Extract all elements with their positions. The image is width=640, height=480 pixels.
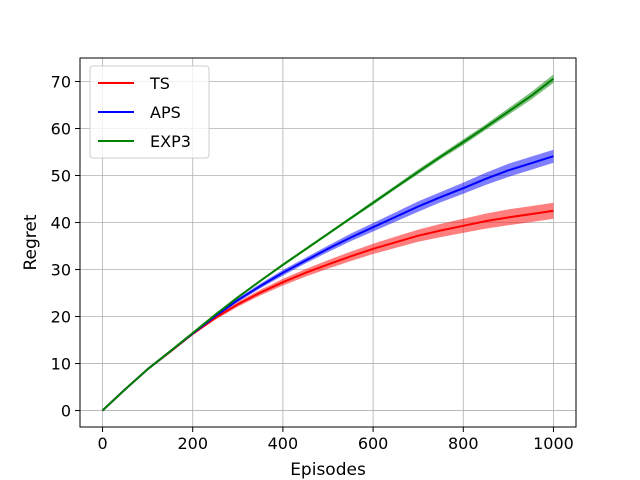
x-tick-label: 1000 xyxy=(533,434,574,453)
legend: TS APS EXP3 xyxy=(90,66,209,158)
y-tick-label: 10 xyxy=(51,355,71,374)
legend-label-ts: TS xyxy=(149,74,170,93)
x-tick-label: 400 xyxy=(268,434,299,453)
legend-label-aps: APS xyxy=(150,103,181,122)
x-tick-label: 200 xyxy=(177,434,208,453)
legend-label-exp3: EXP3 xyxy=(150,132,191,151)
y-tick-label: 30 xyxy=(51,261,71,280)
x-tick-label: 600 xyxy=(358,434,389,453)
y-tick-label: 60 xyxy=(51,120,71,139)
y-tick-label: 40 xyxy=(51,214,71,233)
y-axis-label: Regret xyxy=(21,214,41,270)
y-tick-label: 20 xyxy=(51,308,71,327)
x-axis-label: Episodes xyxy=(290,460,366,480)
y-tick-label: 0 xyxy=(61,402,71,421)
y-tick-label: 70 xyxy=(51,73,71,92)
x-tick-label: 800 xyxy=(448,434,479,453)
y-tick-label: 50 xyxy=(51,167,71,186)
x-tick-label: 0 xyxy=(97,434,107,453)
